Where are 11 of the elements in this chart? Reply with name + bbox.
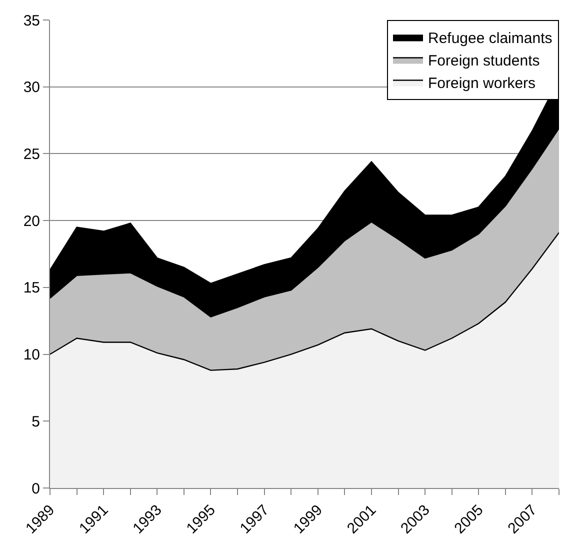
legend-label: Foreign workers	[428, 75, 536, 92]
y-tick-label: 25	[23, 146, 40, 163]
y-tick-label: 15	[23, 280, 40, 297]
legend-label: Foreign students	[428, 52, 540, 70]
y-tick-label: 5	[32, 413, 40, 430]
y-tick-label: 10	[23, 346, 40, 364]
y-tick-label: 30	[23, 79, 40, 96]
legend-label: Refugee claimants	[428, 30, 552, 48]
y-tick-label: 0	[32, 480, 40, 498]
y-tick-label: 20	[23, 212, 40, 230]
y-tick-label: 35	[23, 12, 40, 30]
